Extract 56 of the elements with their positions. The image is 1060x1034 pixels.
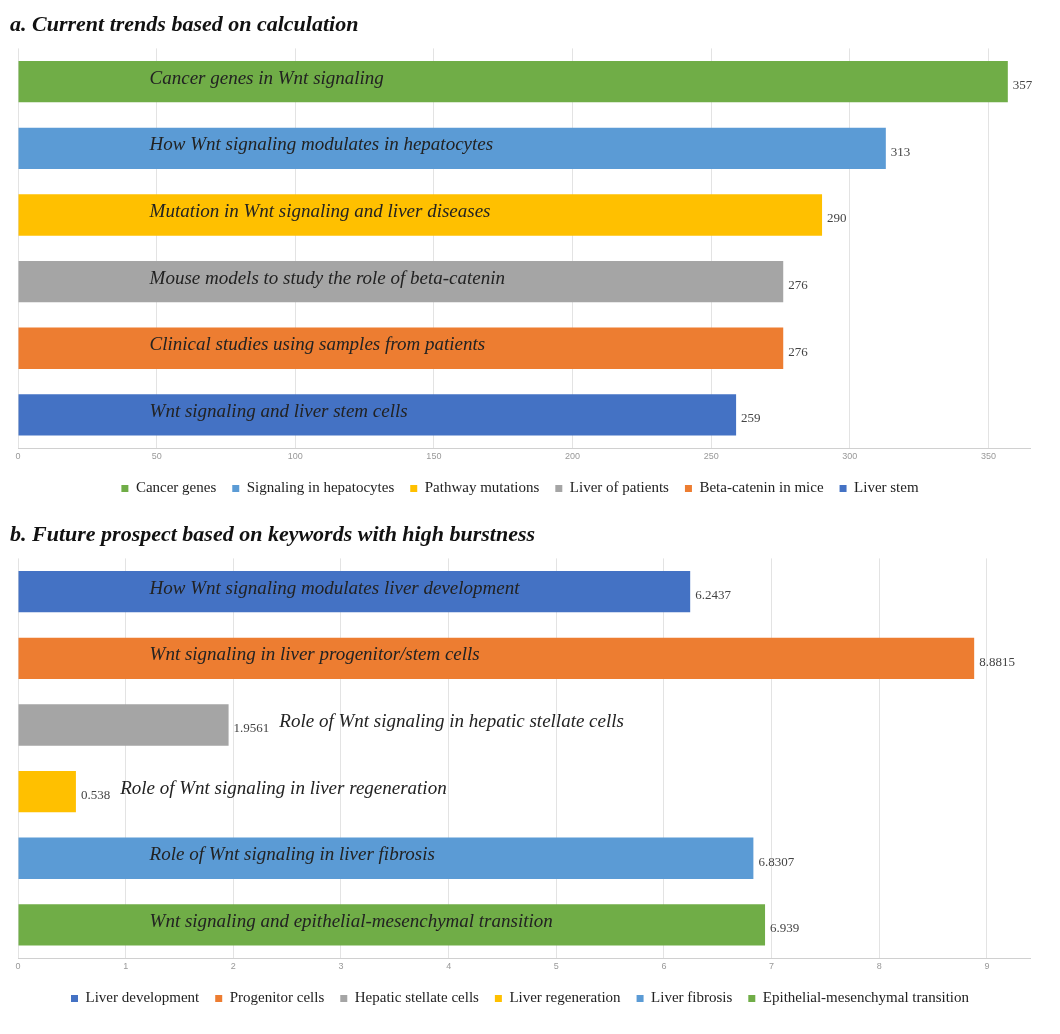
category-label: Cancer genes in Wnt signaling [149, 66, 384, 88]
legend-label: Progenitor cells [229, 989, 325, 1006]
x-tick-label: 50 [151, 451, 162, 462]
x-tick-label: 250 [703, 451, 719, 462]
data-label: 357 [1012, 77, 1033, 93]
x-tick-label: 100 [287, 451, 303, 462]
category-label: Mouse models to study the role of beta-catenin [149, 266, 506, 288]
data-label: 0.538 [80, 787, 111, 803]
x-tick-label: 6 [661, 961, 667, 972]
legend-label: Liver fibrosis [651, 989, 733, 1006]
x-tick-label: 0 [15, 961, 21, 972]
legend-label: Liver stem [854, 479, 919, 496]
data-label: 276 [788, 343, 809, 359]
category-label: Role of Wnt signaling in liver regeneration [120, 776, 447, 798]
legend-label: Beta-catenin in mice [699, 479, 824, 496]
category-label: Mutation in Wnt signaling and liver diseases [149, 199, 491, 221]
x-tick-label: 2 [230, 961, 236, 972]
chart-title: a. Current trends based on calculation [10, 10, 359, 36]
x-tick-label: 200 [565, 451, 581, 462]
x-tick-label: 350 [980, 451, 996, 462]
data-label: 259 [741, 410, 761, 426]
legend-label: Pathway mutations [424, 479, 540, 496]
x-tick-label: 300 [842, 451, 858, 462]
data-label: 6.8307 [758, 853, 795, 869]
legend-label: Liver development [85, 989, 201, 1006]
category-label: Wnt signaling in liver progenitor/stem cells [149, 643, 480, 665]
x-tick-label: 0 [15, 451, 21, 462]
x-tick-label: 7 [769, 961, 775, 972]
x-tick-label: 4 [446, 961, 452, 972]
category-label: Wnt signaling and epithelial-mesenchymal transition [149, 909, 553, 931]
legend-label: Cancer genes [135, 479, 217, 496]
category-label: Role of Wnt signaling in liver fibrosis [149, 843, 435, 865]
x-tick-label: 3 [338, 961, 344, 972]
x-tick-label: 5 [553, 961, 559, 972]
data-label: 1.9561 [233, 720, 270, 736]
legend-label: Hepatic stellate cells [354, 989, 480, 1006]
category-label: Wnt signaling and liver stem cells [149, 399, 408, 421]
data-label: 6.2437 [695, 587, 732, 603]
category-label: How Wnt signaling modulates liver development [149, 576, 520, 598]
category-label: Clinical studies using samples from patients [149, 333, 486, 355]
data-label: 8.8815 [979, 653, 1015, 669]
data-label: 313 [890, 143, 911, 159]
data-label: 276 [788, 277, 809, 293]
x-tick-label: 9 [984, 961, 990, 972]
legend-label: Signaling in hepatocytes [246, 479, 395, 496]
data-label: 290 [827, 210, 847, 226]
legend-label: Epithelial-mesenchymal transition [762, 989, 970, 1006]
x-tick-label: 1 [123, 961, 129, 972]
legend-label: Liver of patients [569, 479, 670, 496]
category-label: How Wnt signaling modulates in hepatocytes [149, 133, 494, 155]
chart-title: b. Future prospect based on keywords with high burstness [10, 520, 536, 546]
category-label: Role of Wnt signaling in hepatic stellate cells [279, 709, 624, 731]
data-label: 6.939 [770, 920, 800, 936]
x-tick-label: 8 [876, 961, 882, 972]
legend-label: Liver regeneration [509, 989, 622, 1006]
x-tick-label: 150 [426, 451, 442, 462]
